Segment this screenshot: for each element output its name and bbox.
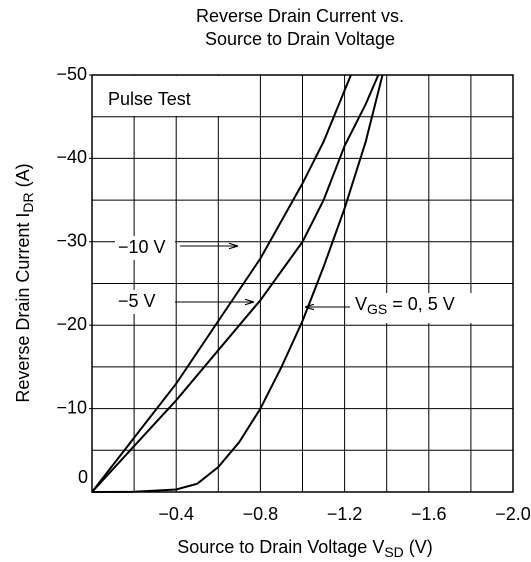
chart-title: Reverse Drain Current vs. [196, 6, 404, 26]
x-tick-label: −0.4 [158, 504, 194, 524]
x-tick-label: −1.6 [411, 504, 447, 524]
y-tick-label: −40 [56, 147, 87, 167]
curve [91, 74, 352, 493]
y-tick-label: −10 [56, 397, 87, 417]
y-axis-label-part: (A) [13, 163, 33, 192]
x-axis-label-part: SD [384, 544, 403, 560]
y-axis-label-part: DR [20, 192, 36, 212]
y-axis-label-part: Reverse Drain Current I [13, 213, 33, 403]
y-tick-label: −20 [56, 314, 87, 334]
series-label: −5 V [118, 291, 156, 311]
x-axis-label-part: Source to Drain Voltage V [177, 537, 384, 557]
series-label: −10 V [118, 237, 166, 257]
label-bg [115, 236, 175, 260]
series-label-part: GS [367, 301, 387, 317]
series-label: VGS = 0, 5 V [355, 294, 455, 317]
x-tick-label: −0.8 [243, 504, 279, 524]
curve [91, 74, 384, 493]
curve [91, 74, 380, 493]
chart-title: Source to Drain Voltage [205, 29, 395, 49]
series-label-part: V [355, 294, 367, 314]
series-label-part: = 0, 5 V [387, 294, 455, 314]
x-tick-label: −1.2 [327, 504, 363, 524]
label-bg [352, 293, 500, 323]
y-tick-label: −30 [56, 231, 87, 251]
y-tick-label: −50 [56, 64, 87, 84]
x-tick-label: −2.0 [495, 504, 531, 524]
annotation-box [93, 76, 225, 116]
x-tick-label: 0 [78, 467, 88, 487]
x-axis-label: Source to Drain Voltage VSD (V) [177, 537, 433, 560]
label-bg [115, 290, 175, 314]
annotation: Pulse Test [108, 89, 191, 109]
plot-frame [91, 74, 514, 493]
x-axis-label-part: (V) [404, 537, 433, 557]
y-axis-label: Reverse Drain Current IDR (A) [13, 163, 36, 402]
